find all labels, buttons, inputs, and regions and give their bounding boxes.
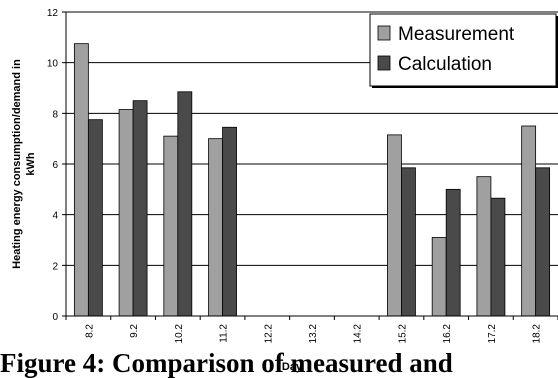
figure-caption: Figure 4: Comparison of measured and: [0, 348, 453, 378]
y-tick-label: 6: [52, 160, 58, 171]
y-tick-label: 2: [52, 261, 58, 272]
legend-swatch-calculation: [377, 55, 391, 71]
x-tick-label: 15.2: [397, 324, 408, 344]
x-tick-labels: 8.2 9.2 10.2 11.2 12.2 13.2 14.2 15.2 16.2 17.2 18…: [84, 324, 542, 344]
x-tick-label: 9.2: [129, 324, 140, 338]
y-tick-label: 4: [52, 211, 58, 222]
x-tick-label: 12.2: [263, 324, 274, 344]
y-axis-label-line-2: kWh: [25, 152, 37, 176]
bar-measurement-16-2: [431, 237, 447, 317]
x-axis-label: Day: [282, 361, 303, 373]
legend-label-calculation: Calculation: [398, 54, 492, 75]
legend: Measurement Calculation: [369, 13, 558, 88]
axes: [62, 11, 558, 320]
y-tick-label: 8: [52, 109, 58, 120]
bar-measurement-17-2: [476, 176, 492, 317]
x-tick-label: 13.2: [308, 324, 319, 344]
bar-measurement-11-2: [208, 138, 223, 317]
y-tick-label: 0: [52, 312, 58, 323]
x-tick-label: 17.2: [487, 324, 498, 344]
bar-measurement-9-2: [118, 109, 134, 317]
bar-calculation-17-2: [490, 197, 506, 317]
bars-layer: [73, 43, 551, 317]
legend-box: [369, 13, 557, 87]
x-tick-label: 18.2: [532, 324, 543, 344]
bar-calculation-8-2: [87, 119, 103, 317]
y-tick-labels: 0 2 4 6 8 10 12: [47, 8, 59, 323]
bar-calculation-10-2: [177, 91, 193, 317]
x-tick-label: 11.2: [219, 324, 230, 343]
gridlines: [66, 11, 558, 266]
bar-calculation-9-2: [132, 100, 148, 317]
bar-calculation-15-2: [401, 167, 416, 317]
bar-calculation-18-2: [535, 167, 551, 317]
bar-measurement-18-2: [521, 125, 537, 317]
bar-calculation-11-2: [222, 126, 237, 317]
bar-measurement-10-2: [163, 135, 179, 317]
y-tick-label: 12: [47, 8, 59, 19]
bar-measurement-15-2: [387, 134, 402, 317]
x-tick-label: 14.2: [353, 324, 364, 344]
x-tick-label: 10.2: [174, 324, 185, 344]
y-axis-label-line-1: Heating energy consumption/demand in: [11, 59, 23, 269]
y-tick-label: 10: [47, 59, 59, 70]
x-tick-label: 8.2: [84, 324, 95, 338]
x-tick-label: 16.2: [442, 324, 453, 344]
bar-calculation-16-2: [445, 188, 461, 317]
bar-measurement-8-2: [73, 43, 89, 317]
legend-label-measurement: Measurement: [398, 24, 515, 45]
legend-swatch-measurement: [377, 25, 391, 41]
